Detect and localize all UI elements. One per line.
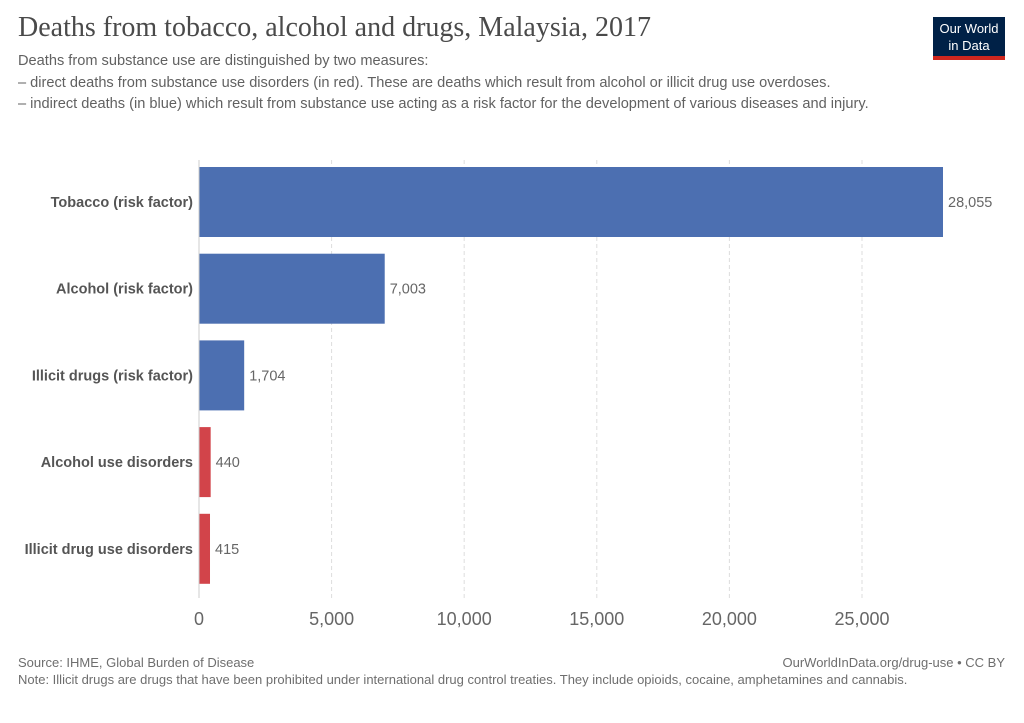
source-note: Source: IHME, Global Burden of Disease — [18, 655, 255, 670]
x-tick-label: 10,000 — [437, 609, 492, 629]
source-link[interactable]: OurWorldInData.org/drug-use • CC BY — [782, 655, 1005, 670]
subtitle-line: – indirect deaths (in blue) which result… — [18, 96, 869, 112]
category-label: Alcohol use disorders — [41, 455, 193, 471]
value-label: 7,003 — [390, 282, 426, 298]
subtitle-line: Deaths from substance use are distinguis… — [18, 53, 429, 69]
value-label: 1,704 — [249, 368, 285, 384]
subtitle-line: – direct deaths from substance use disor… — [18, 74, 831, 91]
chart-subtitle: Deaths from substance use are distinguis… — [18, 51, 898, 116]
bar — [199, 340, 245, 411]
x-tick-label: 5,000 — [309, 609, 354, 629]
owid-logo[interactable]: Our World in Data — [933, 17, 1005, 60]
x-tick-label: 15,000 — [569, 609, 624, 629]
x-tick-label: 20,000 — [702, 609, 757, 629]
bar — [199, 253, 385, 324]
bar — [199, 513, 211, 584]
bar — [199, 167, 943, 237]
bar-chart: 0 5,000 10,000 15,000 20,000 25,000 Tobacco (r… — [25, 160, 992, 629]
x-tick-label: 0 — [194, 609, 204, 629]
category-label: Tobacco (risk factor) — [51, 195, 194, 211]
chart-title: Deaths from tobacco, alcohol and drugs, … — [18, 12, 651, 43]
logo-line: in Data — [948, 38, 990, 53]
category-label: Alcohol (risk factor) — [56, 282, 193, 298]
value-label: 28,055 — [948, 195, 992, 211]
value-label: 440 — [216, 455, 240, 471]
footnote: Note: Illicit drugs are drugs that have … — [18, 672, 908, 687]
category-label: Illicit drug use disorders — [25, 542, 193, 558]
bar — [199, 427, 211, 498]
category-label: Illicit drugs (risk factor) — [32, 368, 193, 384]
logo-line: Our World — [939, 21, 999, 36]
value-label: 415 — [215, 542, 239, 558]
x-tick-label: 25,000 — [834, 609, 889, 629]
